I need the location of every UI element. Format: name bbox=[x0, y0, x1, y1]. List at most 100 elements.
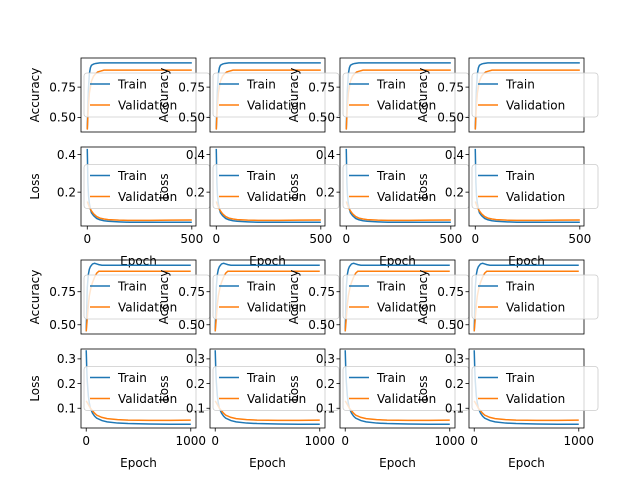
x-tick-label: 0 bbox=[211, 434, 219, 448]
legend-label-validation: Validation bbox=[118, 190, 177, 204]
y-axis-label: Accuracy bbox=[416, 270, 430, 325]
y-tick-label: 0.1 bbox=[186, 402, 205, 416]
subplot-3-0: 0.1 0.2 0.3 0 1000 Loss Epoch Train Validation bbox=[28, 348, 211, 470]
y-axis-label: Accuracy bbox=[28, 270, 42, 325]
legend-box bbox=[471, 72, 599, 118]
subplot-3-1: 0.1 0.2 0.3 0 1000 Loss Epoch Train Validation bbox=[157, 348, 340, 470]
y-tick-label: 0.2 bbox=[316, 185, 335, 199]
subplot-1-0: 0.2 0.4 0 500 Loss Epoch Train Validation bbox=[28, 146, 211, 268]
y-tick-label: 0.75 bbox=[437, 285, 464, 299]
legend-box bbox=[471, 164, 599, 209]
x-axis-label: Epoch bbox=[508, 254, 545, 268]
legend-label-train: Train bbox=[246, 371, 276, 385]
legend-label-validation: Validation bbox=[506, 300, 565, 314]
legend-box bbox=[212, 274, 340, 320]
x-tick-label: 500 bbox=[309, 232, 332, 246]
y-tick-label: 0.50 bbox=[178, 111, 205, 125]
y-tick-label: 0.50 bbox=[308, 318, 335, 332]
y-axis-label: Accuracy bbox=[287, 270, 301, 325]
legend-label-train: Train bbox=[246, 169, 276, 183]
legend: Train Validation bbox=[342, 72, 470, 118]
legend-label-train: Train bbox=[376, 77, 406, 91]
y-tick-label: 0.2 bbox=[186, 185, 205, 199]
y-tick-label: 0.2 bbox=[57, 377, 76, 391]
y-tick-label: 0.75 bbox=[49, 285, 76, 299]
y-tick-label: 0.1 bbox=[57, 402, 76, 416]
legend-label-train: Train bbox=[117, 77, 147, 91]
x-axis-label: Epoch bbox=[249, 456, 286, 470]
x-tick-label: 500 bbox=[180, 232, 203, 246]
y-axis-label: Accuracy bbox=[287, 68, 301, 123]
legend-label-validation: Validation bbox=[247, 98, 306, 112]
y-tick-label: 0.4 bbox=[186, 148, 205, 162]
x-tick-label: 0 bbox=[83, 232, 91, 246]
legend-box bbox=[471, 366, 599, 411]
series-line-validation bbox=[474, 201, 580, 222]
y-tick-label: 0.3 bbox=[57, 352, 76, 366]
x-tick-label: 500 bbox=[439, 232, 462, 246]
legend: Train Validation bbox=[83, 366, 211, 411]
y-tick-label: 0.50 bbox=[437, 111, 464, 125]
legend-label-train: Train bbox=[376, 371, 406, 385]
y-tick-label: 0.2 bbox=[445, 185, 464, 199]
y-tick-label: 0.75 bbox=[308, 80, 335, 94]
legend-label-train: Train bbox=[117, 169, 147, 183]
y-tick-label: 0.2 bbox=[445, 377, 464, 391]
legend-box bbox=[212, 366, 340, 411]
legend-label-train: Train bbox=[117, 371, 147, 385]
legend-label-train: Train bbox=[376, 169, 406, 183]
subplot-2-1: 0.50 0.75 Accuracy Train Validation bbox=[157, 259, 340, 335]
legend-label-train: Train bbox=[246, 279, 276, 293]
x-tick-label: 1000 bbox=[563, 434, 594, 448]
legend-label-train: Train bbox=[505, 371, 535, 385]
subplot-0-2: 0.50 0.75 Accuracy Train Validation bbox=[287, 57, 470, 133]
legend: Train Validation bbox=[83, 164, 211, 209]
subplot-1-3: 0.2 0.4 0 500 Loss Epoch Train Validation bbox=[416, 146, 599, 268]
y-axis-label: Loss bbox=[157, 375, 171, 401]
legend: Train Validation bbox=[471, 164, 599, 209]
legend-label-validation: Validation bbox=[506, 190, 565, 204]
x-tick-label: 0 bbox=[342, 232, 350, 246]
legend-label-validation: Validation bbox=[377, 300, 436, 314]
y-tick-label: 0.2 bbox=[57, 185, 76, 199]
x-axis-label: Epoch bbox=[508, 456, 545, 470]
subplot-3-3: 0.1 0.2 0.3 0 1000 Loss Epoch Train Validation bbox=[416, 348, 599, 470]
series-line-validation bbox=[215, 201, 321, 222]
legend-label-train: Train bbox=[505, 169, 535, 183]
y-axis-label: Loss bbox=[28, 375, 42, 401]
y-tick-label: 0.4 bbox=[445, 148, 464, 162]
x-axis-label: Epoch bbox=[249, 254, 286, 268]
legend-box bbox=[212, 164, 340, 209]
subplot-3-2: 0.1 0.2 0.3 0 1000 Loss Epoch Train Validation bbox=[287, 348, 470, 470]
y-tick-label: 0.1 bbox=[445, 402, 464, 416]
y-tick-label: 0.75 bbox=[308, 285, 335, 299]
subplot-2-3: 0.50 0.75 Accuracy Train Validation bbox=[416, 259, 599, 335]
y-axis-label: Accuracy bbox=[28, 68, 42, 123]
legend-label-validation: Validation bbox=[247, 300, 306, 314]
y-tick-label: 0.3 bbox=[316, 352, 335, 366]
y-tick-label: 0.4 bbox=[57, 148, 76, 162]
y-tick-label: 0.50 bbox=[178, 318, 205, 332]
y-axis-label: Loss bbox=[287, 375, 301, 401]
y-axis-label: Loss bbox=[157, 173, 171, 199]
legend: Train Validation bbox=[342, 366, 470, 411]
y-axis-label: Loss bbox=[416, 173, 430, 199]
legend: Train Validation bbox=[212, 274, 340, 320]
y-tick-label: 0.50 bbox=[437, 318, 464, 332]
y-axis-label: Accuracy bbox=[157, 270, 171, 325]
x-tick-label: 1000 bbox=[304, 434, 335, 448]
legend-label-validation: Validation bbox=[506, 392, 565, 406]
y-tick-label: 0.1 bbox=[316, 402, 335, 416]
y-axis-label: Accuracy bbox=[416, 68, 430, 123]
legend-box bbox=[471, 274, 599, 320]
y-axis-label: Loss bbox=[416, 375, 430, 401]
legend: Train Validation bbox=[212, 366, 340, 411]
legend-label-validation: Validation bbox=[118, 98, 177, 112]
legend: Train Validation bbox=[212, 164, 340, 209]
legend-label-train: Train bbox=[505, 77, 535, 91]
legend-label-train: Train bbox=[376, 279, 406, 293]
legend-label-validation: Validation bbox=[506, 98, 565, 112]
y-tick-label: 0.50 bbox=[49, 318, 76, 332]
y-tick-label: 0.50 bbox=[49, 111, 76, 125]
legend-label-validation: Validation bbox=[377, 392, 436, 406]
